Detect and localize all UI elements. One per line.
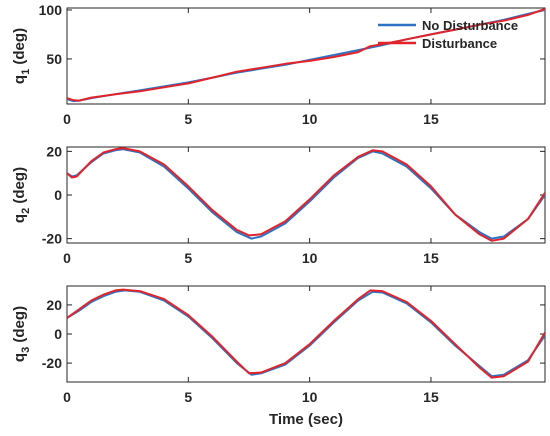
x-tick-label: 15: [423, 111, 439, 127]
y-tick-label: 100: [39, 2, 63, 18]
y-axis-label: q3 (deg): [11, 306, 32, 362]
x-tick-label: 0: [63, 389, 71, 405]
axes-box-1: [66, 7, 546, 105]
legend-label: Disturbance: [422, 36, 497, 51]
legend-label: No Disturbance: [422, 18, 518, 33]
series-line-disturbance: [67, 288, 545, 379]
x-tick-label: 0: [63, 250, 71, 266]
y-axis-label-unit: (deg): [11, 167, 28, 208]
y-tick-label: -20: [42, 231, 62, 247]
panel-1: 0 5 10 15 50 100 q1 (deg) No Disturbance Disturb…: [11, 2, 546, 127]
x-tick-label: 10: [302, 111, 318, 127]
axes-box-3: [66, 285, 546, 383]
panel-3: 0 5 10 15 -20 0 20 q3 (deg) Time (sec): [11, 285, 546, 428]
y-tick-label: 0: [54, 187, 62, 203]
y-tick-label: 50: [46, 51, 62, 67]
x-tick-label: 5: [184, 250, 192, 266]
legend: No Disturbance Disturbance: [378, 18, 518, 51]
y-axis-label-sub: 1: [20, 69, 32, 75]
y-axis-label: q2 (deg): [11, 167, 32, 223]
x-tick-label: 0: [63, 111, 71, 127]
series-line-disturbance: [67, 8, 545, 102]
y-axis-label-sub: 2: [20, 208, 32, 214]
axes-box-2: [66, 146, 546, 244]
y-tick-label: -20: [42, 355, 62, 371]
x-tick-label: 5: [184, 111, 192, 127]
y-axis-label-main: q: [11, 75, 28, 84]
y-axis-label-unit: (deg): [11, 306, 28, 347]
x-tick-label: 15: [423, 389, 439, 405]
y-tick-label: 20: [46, 143, 62, 159]
y-axis-label: q1 (deg): [11, 28, 32, 84]
x-tick-label: 15: [423, 250, 439, 266]
x-axis-label: Time (sec): [269, 411, 343, 428]
y-axis-label-sub: 3: [20, 347, 32, 353]
x-tick-label: 10: [302, 389, 318, 405]
x-tick-label: 10: [302, 250, 318, 266]
y-axis-label-main: q: [11, 353, 28, 362]
series-line-disturbance: [67, 147, 545, 242]
y-axis-label-main: q: [11, 214, 28, 223]
y-tick-label: 0: [54, 326, 62, 342]
y-axis-label-unit: (deg): [11, 28, 28, 69]
y-tick-label: 20: [46, 297, 62, 313]
x-tick-label: 5: [184, 389, 192, 405]
